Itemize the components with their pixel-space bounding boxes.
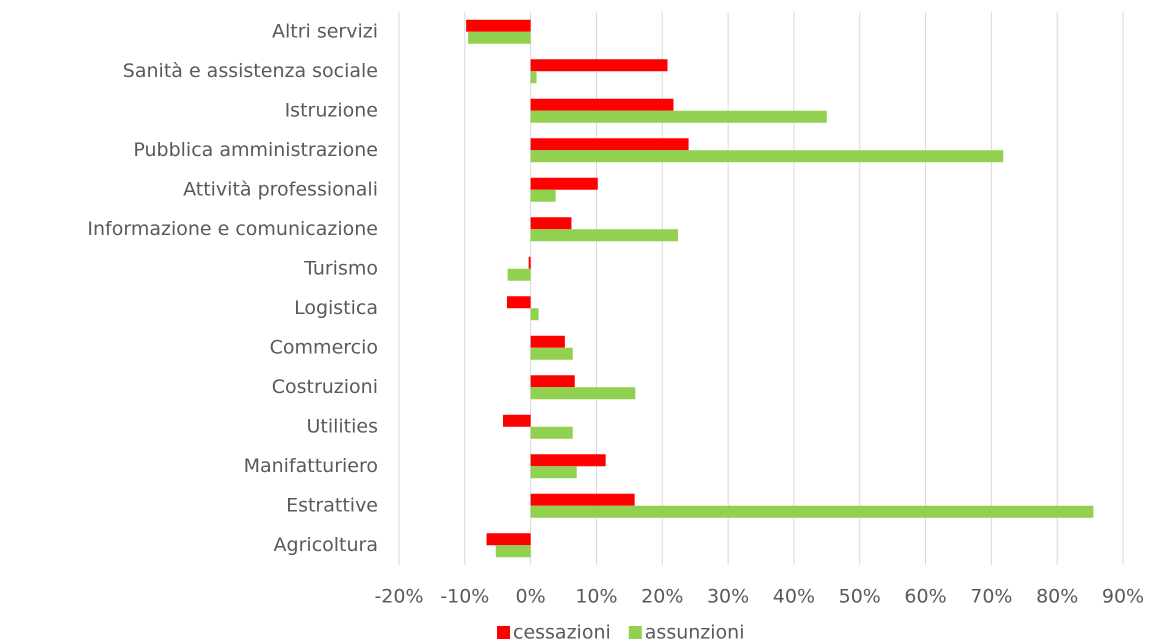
y-tick-label: Sanità e assistenza sociale	[123, 60, 378, 82]
x-tick-label: 90%	[1102, 586, 1144, 608]
bar	[530, 110, 827, 123]
bar	[486, 533, 531, 546]
bar	[468, 31, 531, 44]
y-tick-label: Agricoltura	[274, 534, 378, 556]
bar	[530, 98, 674, 111]
y-tick-label: Istruzione	[285, 99, 378, 121]
y-tick-label: Manifatturiero	[244, 455, 378, 477]
x-tick-label: 10%	[575, 586, 617, 608]
bar	[530, 454, 606, 467]
x-tick-label: 70%	[970, 586, 1012, 608]
legend-label: assunzioni	[645, 622, 745, 643]
bar	[530, 189, 556, 202]
y-tick-label: Informazione e comunicazione	[87, 218, 378, 240]
y-tick-label: Logistica	[294, 297, 378, 319]
bar	[530, 217, 572, 230]
legend-swatch	[497, 626, 510, 639]
x-tick-label: 40%	[773, 586, 815, 608]
x-tick-label: 30%	[707, 586, 749, 608]
y-tick-label: Estrattive	[286, 494, 378, 516]
bar	[530, 150, 1004, 163]
x-tick-label: 80%	[1036, 586, 1078, 608]
x-tick-label: 0%	[516, 586, 546, 608]
y-tick-label: Altri servizi	[272, 20, 378, 42]
bar	[530, 177, 598, 190]
bar	[507, 268, 531, 281]
bar	[530, 375, 575, 388]
y-tick-label: Pubblica amministrazione	[133, 139, 378, 161]
legend-label: cessazioni	[513, 622, 611, 643]
bar	[530, 505, 1094, 518]
bar	[530, 229, 679, 242]
bar	[530, 347, 573, 360]
x-tick-label: -10%	[440, 586, 489, 608]
x-tick-label: 20%	[641, 586, 683, 608]
bar	[530, 493, 635, 506]
y-tick-label: Attività professionali	[183, 178, 378, 200]
legend-swatch	[628, 626, 642, 639]
bar	[466, 19, 531, 32]
bar	[530, 426, 573, 439]
y-tick-label: Turismo	[303, 257, 378, 279]
bar	[530, 59, 668, 72]
bar	[530, 335, 565, 348]
y-tick-label: Utilities	[306, 415, 378, 437]
bar	[530, 466, 577, 479]
bar	[530, 138, 689, 151]
bar	[528, 256, 531, 269]
x-tick-label: -20%	[374, 586, 423, 608]
y-tick-label: Costruzioni	[272, 376, 378, 398]
x-tick-label: 50%	[839, 586, 881, 608]
bar	[530, 387, 636, 400]
bar	[530, 308, 539, 321]
bar	[506, 296, 531, 309]
bar	[530, 71, 537, 84]
y-tick-label: Commercio	[270, 336, 378, 358]
bar	[495, 545, 531, 558]
x-tick-label: 60%	[904, 586, 946, 608]
bar	[502, 414, 531, 427]
